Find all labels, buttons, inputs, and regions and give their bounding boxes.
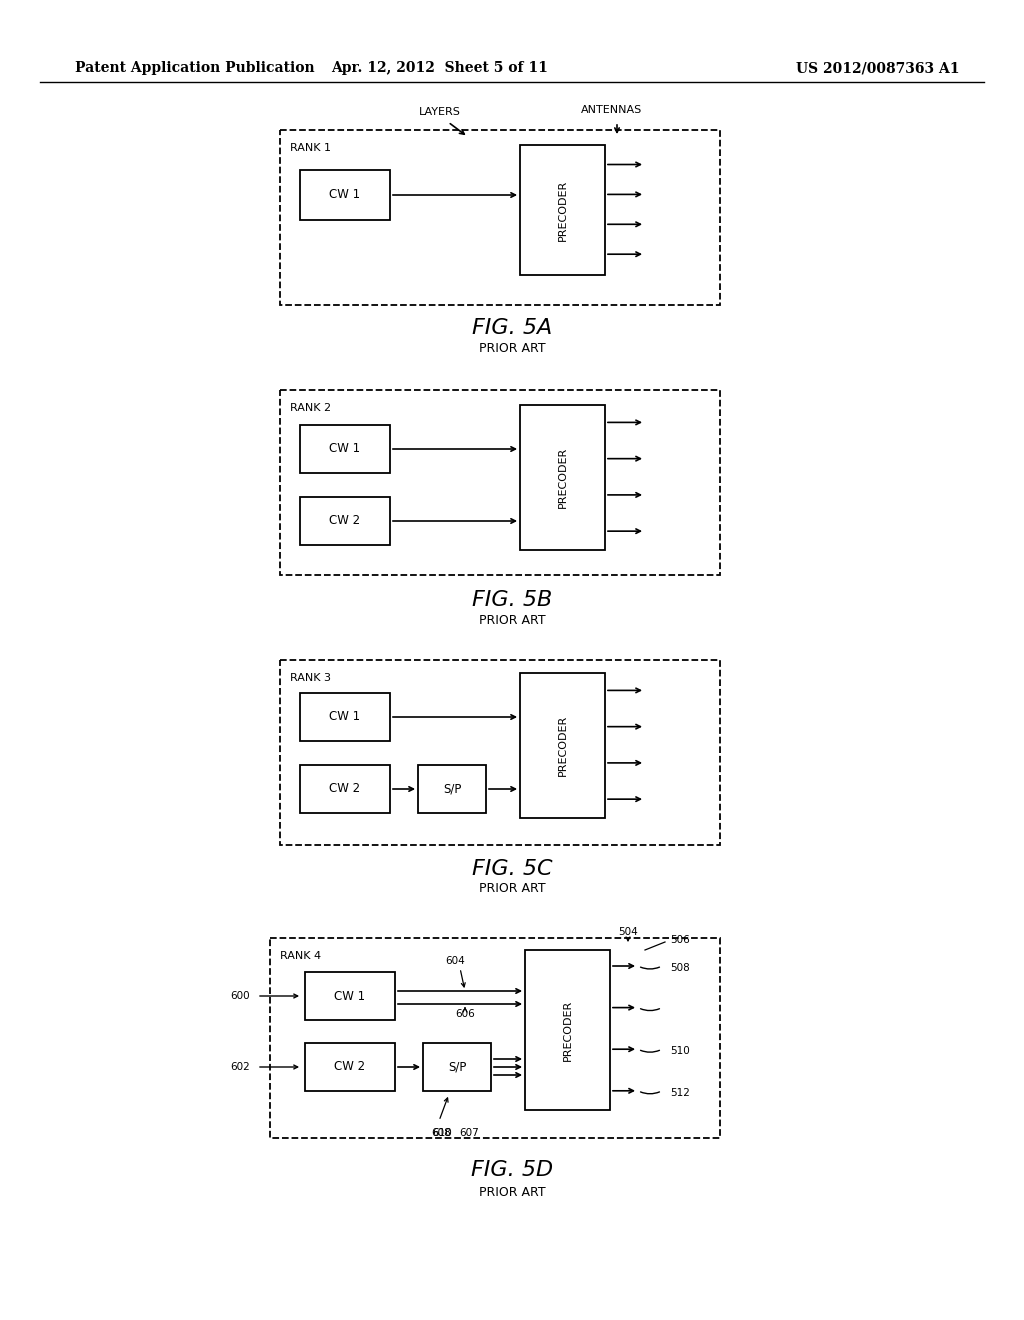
Text: FIG. 5A: FIG. 5A xyxy=(472,318,552,338)
Text: S/P: S/P xyxy=(447,1060,466,1073)
Bar xyxy=(300,170,390,220)
Bar xyxy=(423,1043,490,1092)
Text: 506: 506 xyxy=(670,935,690,945)
Text: LAYERS: LAYERS xyxy=(419,107,461,117)
Text: 604: 604 xyxy=(445,956,465,966)
Text: US 2012/0087363 A1: US 2012/0087363 A1 xyxy=(797,61,961,75)
Bar xyxy=(280,660,720,845)
Bar xyxy=(418,766,486,813)
Bar xyxy=(300,425,390,473)
Bar xyxy=(300,766,390,813)
Text: CW 2: CW 2 xyxy=(330,783,360,796)
Bar xyxy=(270,939,720,1138)
Text: PRIOR ART: PRIOR ART xyxy=(478,614,546,627)
Text: CW 1: CW 1 xyxy=(330,189,360,202)
Text: S/P: S/P xyxy=(442,783,461,796)
Text: PRIOR ART: PRIOR ART xyxy=(478,342,546,355)
Text: CW 1: CW 1 xyxy=(330,442,360,455)
Text: PRECODER: PRECODER xyxy=(557,447,567,508)
Bar xyxy=(520,673,605,818)
Text: PRIOR ART: PRIOR ART xyxy=(478,883,546,895)
Text: 600: 600 xyxy=(230,991,250,1001)
Bar xyxy=(520,145,605,275)
Text: PRECODER: PRECODER xyxy=(562,999,572,1061)
Text: 606: 606 xyxy=(455,1008,475,1019)
Text: 610: 610 xyxy=(432,1129,452,1138)
Text: CW 1: CW 1 xyxy=(330,710,360,723)
Bar xyxy=(300,693,390,741)
Text: 608: 608 xyxy=(432,1129,452,1138)
Text: RANK 3: RANK 3 xyxy=(290,673,331,682)
Text: CW 2: CW 2 xyxy=(335,1060,366,1073)
Bar xyxy=(280,389,720,576)
Bar xyxy=(525,950,610,1110)
Bar xyxy=(305,972,395,1020)
Text: RANK 1: RANK 1 xyxy=(290,143,331,153)
Text: 607: 607 xyxy=(459,1129,478,1138)
Text: FIG. 5C: FIG. 5C xyxy=(472,859,552,879)
Text: CW 1: CW 1 xyxy=(335,990,366,1002)
Text: 512: 512 xyxy=(670,1088,690,1098)
Text: RANK 2: RANK 2 xyxy=(290,403,331,413)
Text: PRECODER: PRECODER xyxy=(557,180,567,240)
Text: 504: 504 xyxy=(618,927,638,937)
Bar xyxy=(305,1043,395,1092)
Text: FIG. 5D: FIG. 5D xyxy=(471,1160,553,1180)
Text: Apr. 12, 2012  Sheet 5 of 11: Apr. 12, 2012 Sheet 5 of 11 xyxy=(332,61,549,75)
Text: PRIOR ART: PRIOR ART xyxy=(478,1185,546,1199)
Bar xyxy=(280,129,720,305)
Text: Patent Application Publication: Patent Application Publication xyxy=(75,61,314,75)
Text: 602: 602 xyxy=(230,1063,250,1072)
Text: 510: 510 xyxy=(670,1047,690,1056)
Bar xyxy=(300,498,390,545)
Text: PRECODER: PRECODER xyxy=(557,715,567,776)
Text: FIG. 5B: FIG. 5B xyxy=(472,590,552,610)
Text: CW 2: CW 2 xyxy=(330,515,360,528)
Text: RANK 4: RANK 4 xyxy=(280,950,322,961)
Text: 508: 508 xyxy=(670,964,690,973)
Text: ANTENNAS: ANTENNAS xyxy=(582,106,643,115)
Bar xyxy=(520,405,605,550)
